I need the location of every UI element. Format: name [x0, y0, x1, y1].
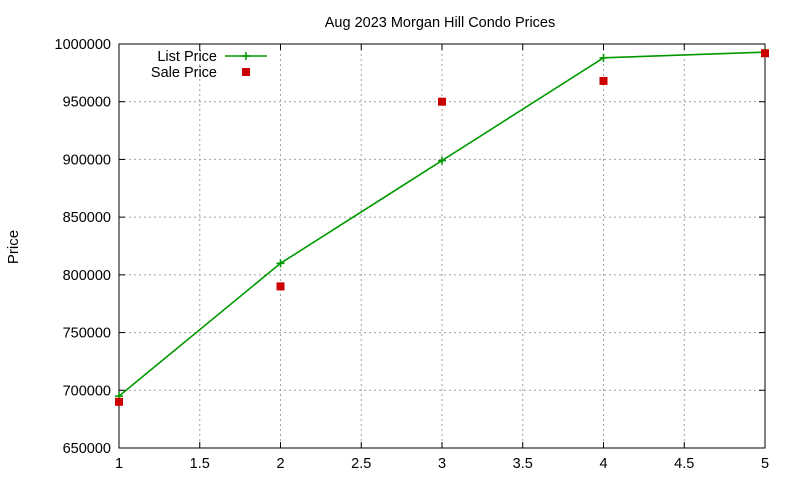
- legend-swatch-cross: [242, 52, 250, 60]
- x-tick-label: 1.5: [190, 456, 210, 472]
- list-price-point: [438, 156, 446, 165]
- y-tick-label: 700000: [63, 383, 111, 399]
- y-tick-label: 950000: [63, 95, 111, 111]
- legend-label: Sale Price: [151, 65, 217, 81]
- sale-price-point: [599, 76, 608, 85]
- y-axis-label: Price: [5, 230, 22, 264]
- list-price-point: [276, 259, 285, 268]
- x-tick-label: 2: [276, 456, 284, 472]
- x-tick-label: 3: [438, 456, 446, 472]
- x-tick-label: 5: [761, 456, 769, 472]
- y-tick-label: 1000000: [55, 37, 111, 53]
- legend-swatch-square: [242, 68, 250, 76]
- x-tick-label: 3.5: [513, 456, 533, 472]
- y-tick-label: 650000: [63, 441, 111, 457]
- y-tick-label: 850000: [63, 210, 111, 226]
- sale-price-point: [761, 49, 769, 58]
- x-tick-label: 4.5: [674, 456, 694, 472]
- sale-price-point: [276, 282, 285, 291]
- axis-ticks: 650000 700000 750000 800000 850000 900000 9500…: [55, 37, 769, 472]
- series-layer: [115, 48, 769, 406]
- x-tick-label: 1: [115, 456, 123, 472]
- sale-price-point: [115, 397, 123, 406]
- y-tick-label: 750000: [63, 326, 111, 342]
- chart-title: Aug 2023 Morgan Hill Condo Prices: [325, 15, 556, 31]
- y-tick-label: 900000: [63, 152, 111, 168]
- grid-lines: [119, 44, 765, 448]
- sale-price-point: [438, 97, 446, 106]
- legend-label: List Price: [157, 49, 217, 65]
- x-tick-label: 2.5: [351, 456, 371, 472]
- x-tick-label: 4: [599, 456, 607, 472]
- list-price-point: [599, 53, 608, 62]
- y-tick-label: 800000: [63, 268, 111, 284]
